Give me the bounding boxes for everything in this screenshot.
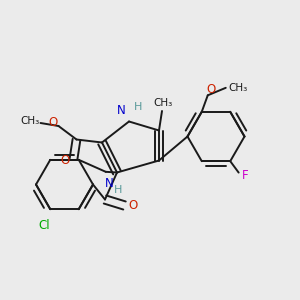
Text: O: O [61,154,70,167]
Text: CH₃: CH₃ [228,83,248,93]
Text: H: H [134,102,142,112]
Text: O: O [128,199,137,212]
Text: CH₃: CH₃ [20,116,40,127]
Text: N: N [104,177,113,190]
Text: N: N [117,103,126,117]
Text: H: H [114,185,122,195]
Text: O: O [207,83,216,96]
Text: CH₃: CH₃ [154,98,173,108]
Text: F: F [242,169,249,182]
Text: Cl: Cl [38,219,50,232]
Text: O: O [49,116,58,129]
